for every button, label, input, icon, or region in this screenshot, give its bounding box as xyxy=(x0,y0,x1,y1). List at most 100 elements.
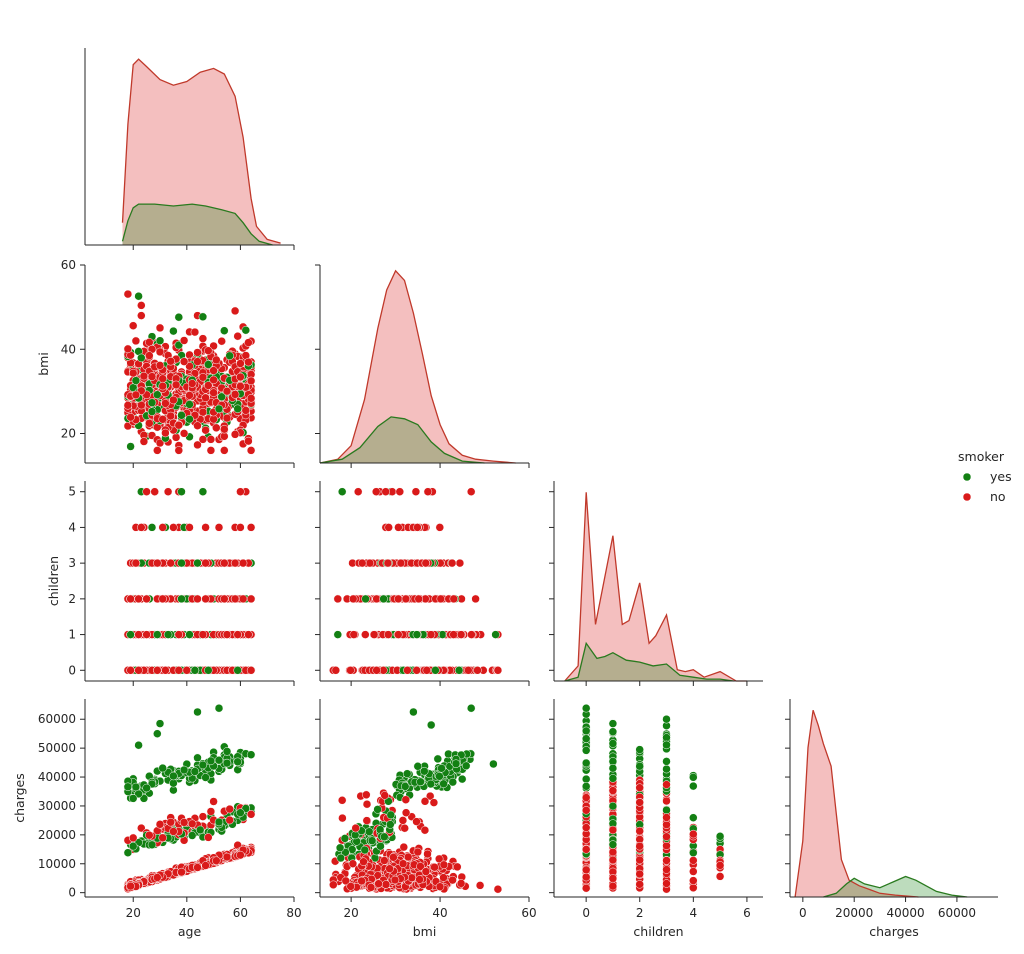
scatter-point-no xyxy=(493,666,503,675)
x-tick-label: 60 xyxy=(233,906,248,920)
scatter-point-yes xyxy=(147,523,157,532)
scatter-point-no xyxy=(128,368,138,378)
scatter-point-yes xyxy=(193,753,202,763)
scatter-point-no xyxy=(198,407,208,417)
scatter-point-no xyxy=(246,523,256,532)
legend-label-no: no xyxy=(990,489,1006,504)
scatter-point-no xyxy=(177,867,186,877)
scatter-point-yes xyxy=(169,778,178,788)
scatter-point-no xyxy=(348,594,358,604)
scatter-point-no xyxy=(201,425,210,435)
scatter-point-no xyxy=(662,796,671,806)
scatter-point-yes xyxy=(689,773,698,782)
scatter-point-yes xyxy=(153,390,162,399)
scatter-point-no xyxy=(689,883,698,893)
scatter-point-no xyxy=(581,883,591,893)
scatter-point-no xyxy=(429,798,439,807)
scatter-point-yes xyxy=(134,740,143,750)
scatter-point-no xyxy=(244,630,253,639)
scatter-point-yes xyxy=(662,714,671,724)
kde-line-no xyxy=(319,269,516,464)
scatter-point-no xyxy=(206,807,216,816)
scatter-point-no xyxy=(372,666,381,675)
scatter-point-no xyxy=(412,817,421,826)
scatter-point-no xyxy=(662,780,671,789)
scatter-point-no xyxy=(412,666,421,675)
scatter-point-no xyxy=(204,381,213,390)
scatter-point-yes xyxy=(177,487,186,496)
scatter-point-yes xyxy=(608,739,618,748)
scatter-point-yes xyxy=(367,836,377,845)
scatter-point-no xyxy=(403,852,413,862)
scatter-point-no xyxy=(179,429,189,438)
scatter-point-yes xyxy=(361,594,370,604)
scatter-point-yes xyxy=(193,558,202,568)
x-axis-label-charges: charges xyxy=(869,924,919,939)
scatter-point-no xyxy=(187,819,197,829)
scatter-point-no xyxy=(423,487,433,496)
y-axis-label-bmi: bmi xyxy=(36,352,51,376)
scatter-point-yes xyxy=(220,326,229,335)
scatter-point-no xyxy=(187,379,197,388)
scatter-point-no xyxy=(353,487,363,496)
scatter-point-yes xyxy=(204,360,213,369)
scatter-point-no xyxy=(220,558,229,568)
x-tick-label: 4 xyxy=(690,906,698,920)
scatter-point-no xyxy=(581,845,591,854)
scatter-point-no xyxy=(171,433,181,442)
scatter-point-no xyxy=(153,666,162,675)
scatter-point-no xyxy=(214,523,224,532)
scatter-point-no xyxy=(396,558,406,568)
scatter-point-no xyxy=(171,380,181,390)
scatter-point-no xyxy=(401,795,411,804)
panel-charges-vs-bmi xyxy=(329,703,503,894)
scatter-point-no xyxy=(608,855,618,865)
scatter-point-no xyxy=(493,884,503,894)
scatter-point-no xyxy=(390,875,400,885)
scatter-point-yes xyxy=(400,782,410,791)
scatter-point-no xyxy=(222,630,232,639)
scatter-point-no xyxy=(369,630,379,639)
scatter-point-no xyxy=(158,833,167,843)
scatter-point-no xyxy=(635,855,644,865)
scatter-point-no xyxy=(366,883,376,892)
scatter-point-no xyxy=(449,630,458,639)
scatter-point-no xyxy=(209,366,218,375)
scatter-point-yes xyxy=(163,630,173,639)
scatter-point-no xyxy=(581,865,591,875)
scatter-point-no xyxy=(398,859,408,868)
scatter-point-no xyxy=(380,791,389,800)
x-tick-label: 0 xyxy=(582,906,590,920)
x-axis-label-age: age xyxy=(178,924,202,939)
scatter-point-no xyxy=(198,630,208,639)
scatter-point-no xyxy=(236,359,245,368)
scatter-point-no xyxy=(158,374,167,383)
scatter-point-no xyxy=(134,594,143,604)
scatter-point-no xyxy=(193,421,202,430)
scatter-point-no xyxy=(689,856,698,865)
scatter-point-yes xyxy=(198,760,208,770)
scatter-point-yes xyxy=(190,767,200,776)
kde-area-no xyxy=(320,270,516,463)
scatter-point-no xyxy=(413,847,423,857)
scatter-point-no xyxy=(147,372,157,381)
scatter-point-yes xyxy=(420,766,429,776)
scatter-point-yes xyxy=(662,805,671,815)
scatter-point-yes xyxy=(158,763,167,773)
scatter-point-yes xyxy=(185,414,194,424)
scatter-point-no xyxy=(662,841,671,850)
scatter-point-yes xyxy=(169,326,178,336)
scatter-point-yes xyxy=(233,666,242,675)
scatter-point-no xyxy=(241,406,251,415)
scatter-point-no xyxy=(394,630,403,639)
scatter-point-no xyxy=(153,873,162,882)
scatter-point-no xyxy=(421,867,431,876)
scatter-point-yes xyxy=(379,594,388,604)
scatter-point-yes xyxy=(581,758,591,768)
scatter-point-yes xyxy=(437,764,446,773)
scatter-point-no xyxy=(414,594,423,604)
scatter-point-no xyxy=(456,630,466,639)
scatter-point-no xyxy=(166,356,175,366)
scatter-point-no xyxy=(608,825,618,835)
scatter-point-no xyxy=(608,786,618,795)
